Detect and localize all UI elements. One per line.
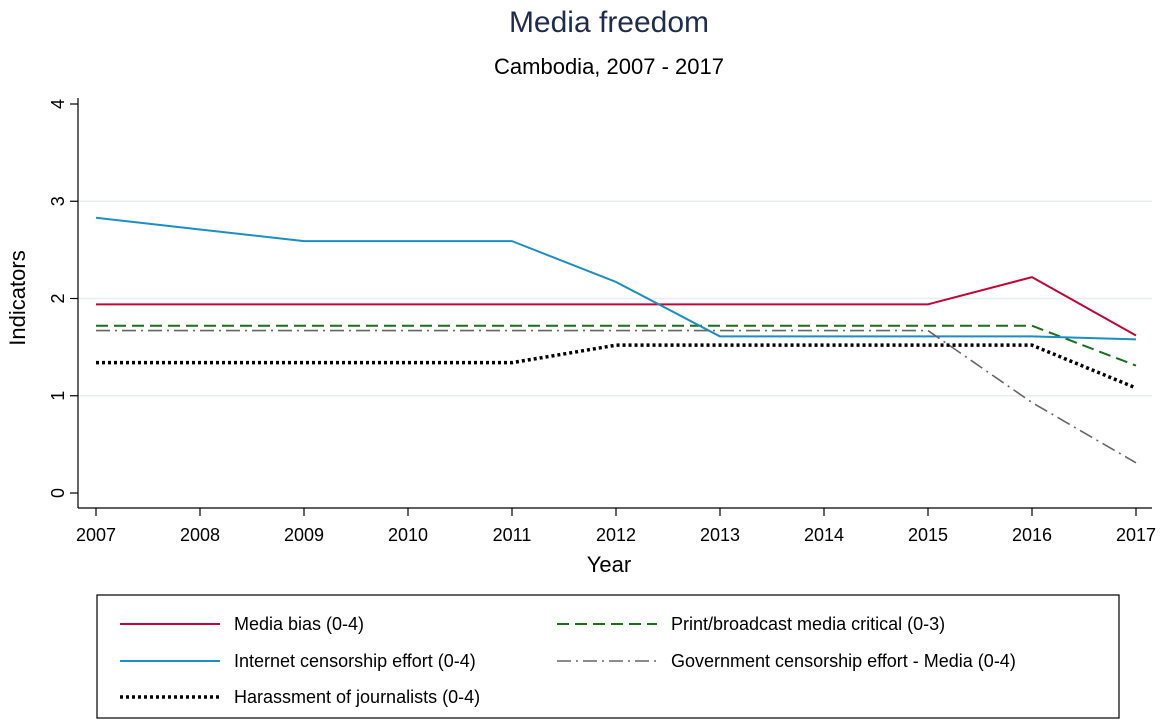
chart-subtitle: Cambodia, 2007 - 2017 [494,54,724,79]
x-tick-label-2009: 2009 [284,525,324,545]
axes: 0 1 2 3 4 2007 2008 2009 2010 2011 2012 2013 2014 201… [48,98,1156,545]
legend: Media bias (0-4) Print/broadcast media cr… [96,594,1120,719]
x-tick-label-2015: 2015 [908,525,948,545]
legend-label-2: Print/broadcast media critical (0-3) [671,614,945,634]
y-tick-label-4: 4 [48,99,68,109]
x-tick-label-2011: 2011 [493,525,532,545]
chart-title: Media freedom [509,6,709,39]
x-tick-label-2007: 2007 [76,525,116,545]
x-tick-label-2008: 2008 [180,525,220,545]
x-tick-label-2016: 2016 [1012,525,1052,545]
series-lines [95,216,1137,464]
legend-label-4: Government censorship effort - Media (0-… [671,651,1016,671]
x-tick-label-2017: 2017 [1116,525,1156,545]
series-line-4 [96,329,1137,464]
legend-label-3: Internet censorship effort (0-4) [234,651,476,671]
gridlines [78,200,1152,397]
y-tick-label-2: 2 [48,293,68,303]
x-tick-label-2010: 2010 [388,525,428,545]
y-tick-label-3: 3 [48,196,68,206]
y-tick-label-0: 0 [48,488,68,498]
legend-label-1: Media bias (0-4) [234,614,364,634]
x-tick-label-2014: 2014 [804,525,844,545]
y-tick-label-1: 1 [48,391,68,401]
series-line-2 [96,324,1137,367]
legend-box [96,594,1120,719]
y-axis-title: Indicators [5,250,30,345]
series-line-1 [96,276,1137,337]
series-line-3 [95,216,1137,341]
legend-label-5: Harassment of journalists (0-4) [234,687,480,707]
x-tick-label-2013: 2013 [700,525,740,545]
x-axis-title: Year [587,552,631,577]
x-tick-label-2012: 2012 [596,525,636,545]
